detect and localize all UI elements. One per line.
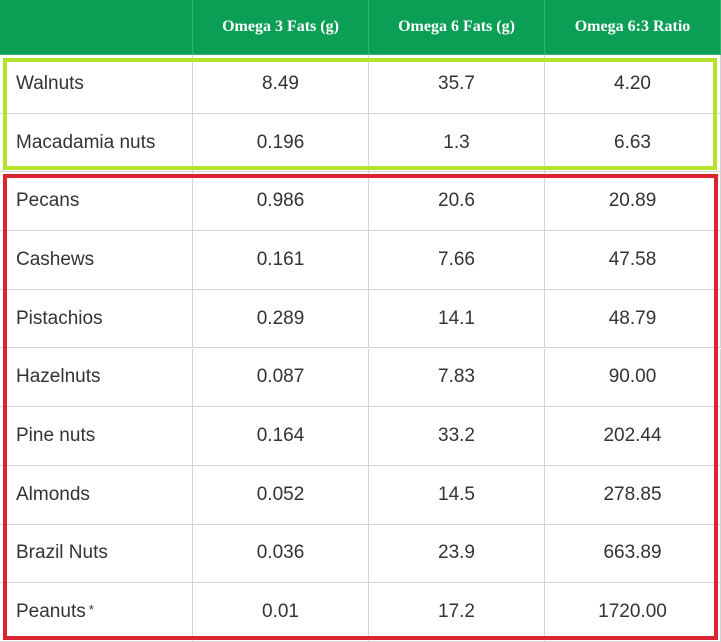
cell-text: 0.087 — [256, 366, 305, 388]
cell-text: 0.161 — [256, 248, 305, 270]
value-cell: 1720.00 — [545, 583, 721, 642]
cell-text: 6.63 — [614, 131, 651, 153]
value-cell: 0.036 — [193, 524, 369, 584]
cell-text: 0.196 — [256, 131, 305, 153]
value-cell: 20.89 — [545, 172, 721, 232]
value-cell: 7.66 — [369, 231, 545, 290]
header-cell: Omega 6 Fats (g) — [369, 0, 545, 55]
value-cell: 23.9 — [369, 524, 545, 584]
value-cell: 1.3 — [369, 113, 545, 173]
value-cell: 0.164 — [193, 407, 369, 466]
row-label: Almonds — [0, 465, 193, 525]
row-label: Hazelnuts — [0, 348, 193, 408]
value-cell: 4.20 — [545, 55, 721, 114]
value-cell: 20.6 — [369, 172, 545, 232]
row-label: Peanuts * — [0, 583, 193, 642]
cell-text: Hazelnuts — [16, 366, 101, 388]
value-cell: 14.1 — [369, 289, 545, 349]
cell-text: 8.49 — [262, 72, 299, 94]
value-cell: 0.196 — [193, 113, 369, 173]
footnote-mark: * — [88, 601, 94, 617]
value-cell: 33.2 — [369, 407, 545, 466]
cell-text: 1.3 — [443, 131, 470, 153]
header-cell: Omega 6:3 Ratio — [545, 0, 721, 55]
value-cell: 14.5 — [369, 465, 545, 525]
row-label: Cashews — [0, 231, 193, 290]
cell-text: 48.79 — [608, 307, 657, 329]
cell-text: Brazil Nuts — [16, 542, 108, 564]
header-cell — [0, 0, 193, 55]
row-label: Pistachios — [0, 289, 193, 349]
value-cell: 0.01 — [193, 583, 369, 642]
cell-text: 0.289 — [256, 307, 305, 329]
cell-text: 202.44 — [603, 425, 662, 447]
cell-text: Omega 6 Fats (g) — [398, 18, 515, 35]
cell-text: 17.2 — [438, 601, 475, 623]
row-label: Macadamia nuts — [0, 113, 193, 173]
cell-text: 90.00 — [608, 366, 657, 388]
cell-text: 0.036 — [256, 542, 305, 564]
cell-text: 4.20 — [614, 72, 651, 94]
value-cell: 7.83 — [369, 348, 545, 408]
value-cell: 202.44 — [545, 407, 721, 466]
cell-text: 0.01 — [262, 601, 299, 623]
value-cell: 47.58 — [545, 231, 721, 290]
row-label: Brazil Nuts — [0, 524, 193, 584]
cell-text: 14.1 — [438, 307, 475, 329]
cell-text: 14.5 — [438, 483, 475, 505]
value-cell: 17.2 — [369, 583, 545, 642]
cell-text: Pistachios — [16, 307, 103, 329]
cell-text: Walnuts — [16, 72, 84, 94]
value-cell: 0.161 — [193, 231, 369, 290]
value-cell: 90.00 — [545, 348, 721, 408]
cell-text: Cashews — [16, 248, 95, 270]
cell-text: Peanuts — [16, 601, 86, 623]
cell-text: Omega 6:3 Ratio — [574, 18, 691, 35]
value-cell: 0.087 — [193, 348, 369, 408]
row-label: Pecans — [0, 172, 193, 232]
value-cell: 6.63 — [545, 113, 721, 173]
header-cell: Omega 3 Fats (g) — [193, 0, 369, 55]
cell-text: Omega 3 Fats (g) — [222, 18, 339, 35]
cell-text: 0.986 — [256, 190, 305, 212]
cell-text: 1720.00 — [598, 601, 667, 623]
value-cell: 0.289 — [193, 289, 369, 349]
cell-text: Pecans — [16, 190, 80, 212]
cell-text: 47.58 — [608, 248, 657, 270]
cell-text: 663.89 — [603, 542, 662, 564]
cell-text: 0.164 — [256, 425, 305, 447]
cell-text: 7.83 — [438, 366, 475, 388]
cell-text: 23.9 — [438, 542, 475, 564]
value-cell: 0.052 — [193, 465, 369, 525]
cell-text: Pine nuts — [16, 425, 96, 447]
cell-text: 7.66 — [438, 248, 475, 270]
cell-text: Macadamia nuts — [16, 131, 156, 153]
cell-text: 20.89 — [608, 190, 657, 212]
row-label: Pine nuts — [0, 407, 193, 466]
value-cell: 35.7 — [369, 55, 545, 114]
cell-text: 33.2 — [438, 425, 475, 447]
cell-text: 35.7 — [438, 72, 475, 94]
cell-text: 20.6 — [438, 190, 475, 212]
cell-text: 0.052 — [256, 483, 305, 505]
value-cell: 0.986 — [193, 172, 369, 232]
row-label: Walnuts — [0, 55, 193, 114]
value-cell: 48.79 — [545, 289, 721, 349]
cell-text: 278.85 — [603, 483, 662, 505]
value-cell: 278.85 — [545, 465, 721, 525]
cell-text: Almonds — [16, 483, 90, 505]
value-cell: 663.89 — [545, 524, 721, 584]
value-cell: 8.49 — [193, 55, 369, 114]
